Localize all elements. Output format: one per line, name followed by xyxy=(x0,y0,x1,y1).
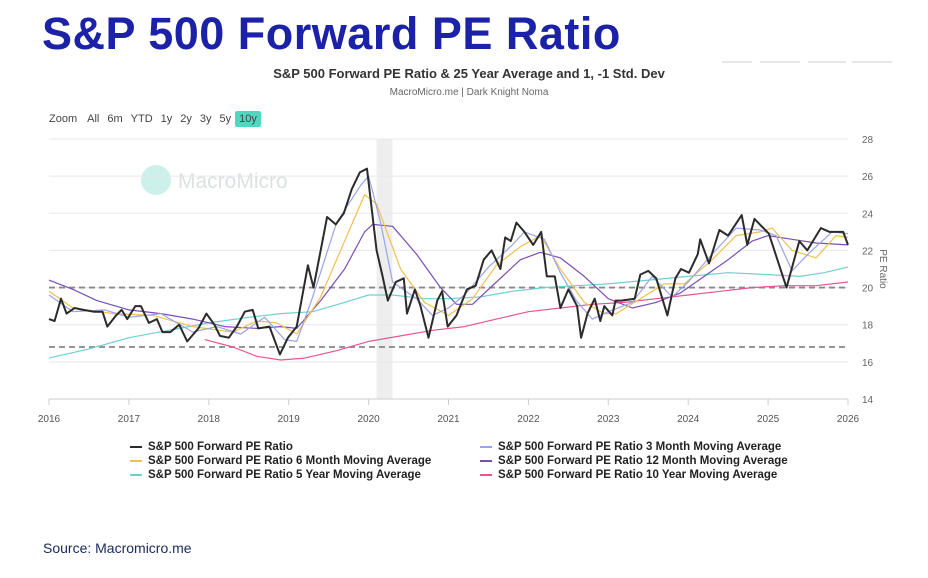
shaded-range xyxy=(376,139,393,399)
divider xyxy=(760,61,800,63)
range-10y-button[interactable]: 10y xyxy=(235,111,261,127)
range-2y-button[interactable]: 2y xyxy=(180,113,192,125)
legend-swatch xyxy=(130,446,142,448)
legend-item[interactable]: S&P 500 Forward PE Ratio 6 Month Moving … xyxy=(130,455,480,467)
y-tick-label: 22 xyxy=(862,246,874,257)
x-tick-label: 2016 xyxy=(38,414,61,425)
legend-label: S&P 500 Forward PE Ratio 6 Month Moving … xyxy=(148,455,432,467)
chart-title: S&P 500 Forward PE Ratio & 25 Year Avera… xyxy=(273,66,665,81)
legend-swatch xyxy=(480,474,492,476)
range-6m-button[interactable]: 6m xyxy=(107,113,123,125)
watermark-text: MacroMicro xyxy=(178,170,288,193)
x-tick-label: 2023 xyxy=(597,414,620,425)
page-title: S&P 500 Forward PE Ratio xyxy=(42,8,621,59)
legend-swatch xyxy=(130,460,142,462)
range-5y-button[interactable]: 5y xyxy=(219,113,232,125)
legend-label: S&P 500 Forward PE Ratio 3 Month Moving … xyxy=(498,441,782,453)
y-tick-label: 14 xyxy=(862,395,874,406)
legend-item[interactable]: S&P 500 Forward PE Ratio 10 Year Moving … xyxy=(480,469,830,481)
source-note: Source: Macromicro.me xyxy=(43,540,192,556)
legend-label: S&P 500 Forward PE Ratio 5 Year Moving A… xyxy=(148,469,421,481)
divider xyxy=(808,61,846,63)
y-tick-label: 24 xyxy=(862,209,874,220)
series-line-5 xyxy=(204,281,849,361)
legend-swatch xyxy=(480,460,492,462)
x-tick-label: 2025 xyxy=(757,414,780,425)
legend-label: S&P 500 Forward PE Ratio 12 Month Moving… xyxy=(498,455,788,467)
x-tick-label: 2018 xyxy=(198,414,221,425)
legend-item[interactable]: S&P 500 Forward PE Ratio 12 Month Moving… xyxy=(480,455,830,467)
legend-swatch xyxy=(480,446,492,448)
y-tick-label: 18 xyxy=(862,321,874,332)
zoom-label: Zoom xyxy=(49,113,78,125)
range-ytd-button[interactable]: YTD xyxy=(130,113,153,125)
series-line-0 xyxy=(48,167,849,356)
series-line-4 xyxy=(48,266,849,359)
range-selector: Zoom All 6m YTD 1y 2y 3y 5y 10y xyxy=(49,111,261,127)
macromicro-logo-icon xyxy=(141,165,171,195)
x-tick-label: 2022 xyxy=(517,414,540,425)
legend-swatch xyxy=(130,474,142,476)
x-tick-label: 2021 xyxy=(437,414,460,425)
y-tick-label: 28 xyxy=(862,135,874,146)
y-tick-label: 20 xyxy=(862,284,874,295)
x-tick-label: 2019 xyxy=(278,414,301,425)
series-line-1 xyxy=(48,175,849,342)
x-tick-label: 2026 xyxy=(837,414,860,425)
divider xyxy=(852,61,892,63)
legend: S&P 500 Forward PE Ratio S&P 500 Forward… xyxy=(130,441,830,481)
x-tick-label: 2017 xyxy=(118,414,141,425)
range-all-button[interactable]: All xyxy=(87,113,100,125)
x-tick-label: 2024 xyxy=(677,414,700,425)
watermark: MacroMicro xyxy=(141,165,288,195)
y-tick-label: 26 xyxy=(862,172,874,183)
legend-item[interactable]: S&P 500 Forward PE Ratio 3 Month Moving … xyxy=(480,441,830,453)
legend-item[interactable]: S&P 500 Forward PE Ratio 5 Year Moving A… xyxy=(130,469,480,481)
x-tick-label: 2020 xyxy=(357,414,380,425)
series-line-3 xyxy=(48,223,849,329)
y-axis-label: PE Ratio xyxy=(877,249,888,289)
legend-item[interactable]: S&P 500 Forward PE Ratio xyxy=(130,441,480,453)
legend-label: S&P 500 Forward PE Ratio 10 Year Moving … xyxy=(498,469,778,481)
y-tick-label: 16 xyxy=(862,358,874,369)
legend-label: S&P 500 Forward PE Ratio xyxy=(148,441,293,453)
chart-subtitle: MacroMicro.me | Dark Knight Noma xyxy=(389,87,549,98)
range-1y-button[interactable]: 1y xyxy=(160,113,173,125)
divider xyxy=(722,61,752,63)
range-3y-button[interactable]: 3y xyxy=(199,113,212,125)
series-line-2 xyxy=(48,194,849,335)
